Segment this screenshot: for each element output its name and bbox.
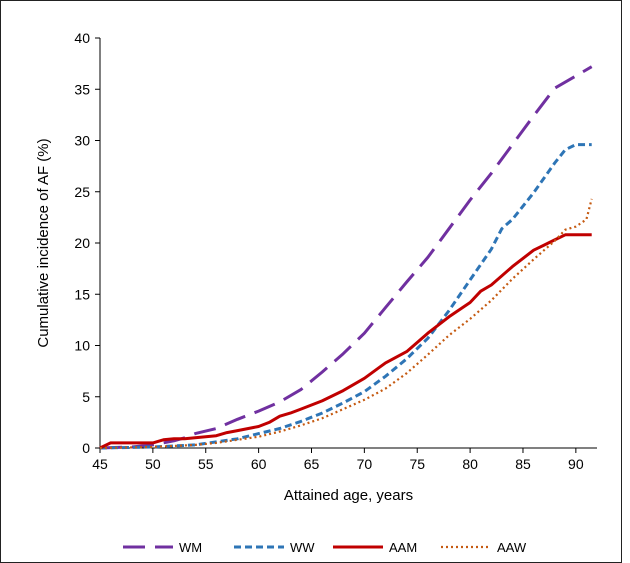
y-tick-label: 5 <box>82 389 90 405</box>
series-line-ww <box>99 143 592 450</box>
legend-label-ww: WW <box>290 540 315 555</box>
x-tick-label: 45 <box>92 456 108 472</box>
legend: WM WW AAM AAW <box>123 540 527 555</box>
series-lines <box>99 65 593 450</box>
y-axis-ticks: 0 5 10 15 20 25 30 35 40 <box>74 30 100 456</box>
x-tick-label: 65 <box>304 456 320 472</box>
x-tick-label: 75 <box>409 456 425 472</box>
x-tick-label: 90 <box>568 456 584 472</box>
x-tick-label: 50 <box>145 456 161 472</box>
y-tick-label: 30 <box>74 133 90 149</box>
y-tick-label: 0 <box>82 440 90 456</box>
x-axis-title: Attained age, years <box>284 487 413 504</box>
legend-label-wm: WM <box>179 540 202 555</box>
x-axis-ticks: 45 50 55 60 65 70 75 80 85 90 <box>92 448 584 472</box>
y-tick-label: 10 <box>74 338 90 354</box>
plot-area: 0 5 10 15 20 25 30 35 40 45 50 55 60 65 70 75 80 85 90 <box>74 30 597 472</box>
x-tick-label: 85 <box>515 456 531 472</box>
y-tick-label: 40 <box>74 30 90 46</box>
y-tick-label: 25 <box>74 184 90 200</box>
x-tick-label: 60 <box>251 456 267 472</box>
legend-label-aam: AAM <box>389 540 417 555</box>
y-tick-label: 35 <box>74 81 90 97</box>
x-tick-label: 80 <box>462 456 478 472</box>
series-line-aam <box>99 233 592 450</box>
x-tick-label: 70 <box>357 456 373 472</box>
y-tick-label: 15 <box>74 286 90 302</box>
legend-label-aaw: AAW <box>497 540 527 555</box>
x-tick-label: 55 <box>198 456 214 472</box>
y-axis-title: Cumulative incidence of AF (%) <box>35 138 52 347</box>
y-tick-label: 20 <box>74 235 90 251</box>
